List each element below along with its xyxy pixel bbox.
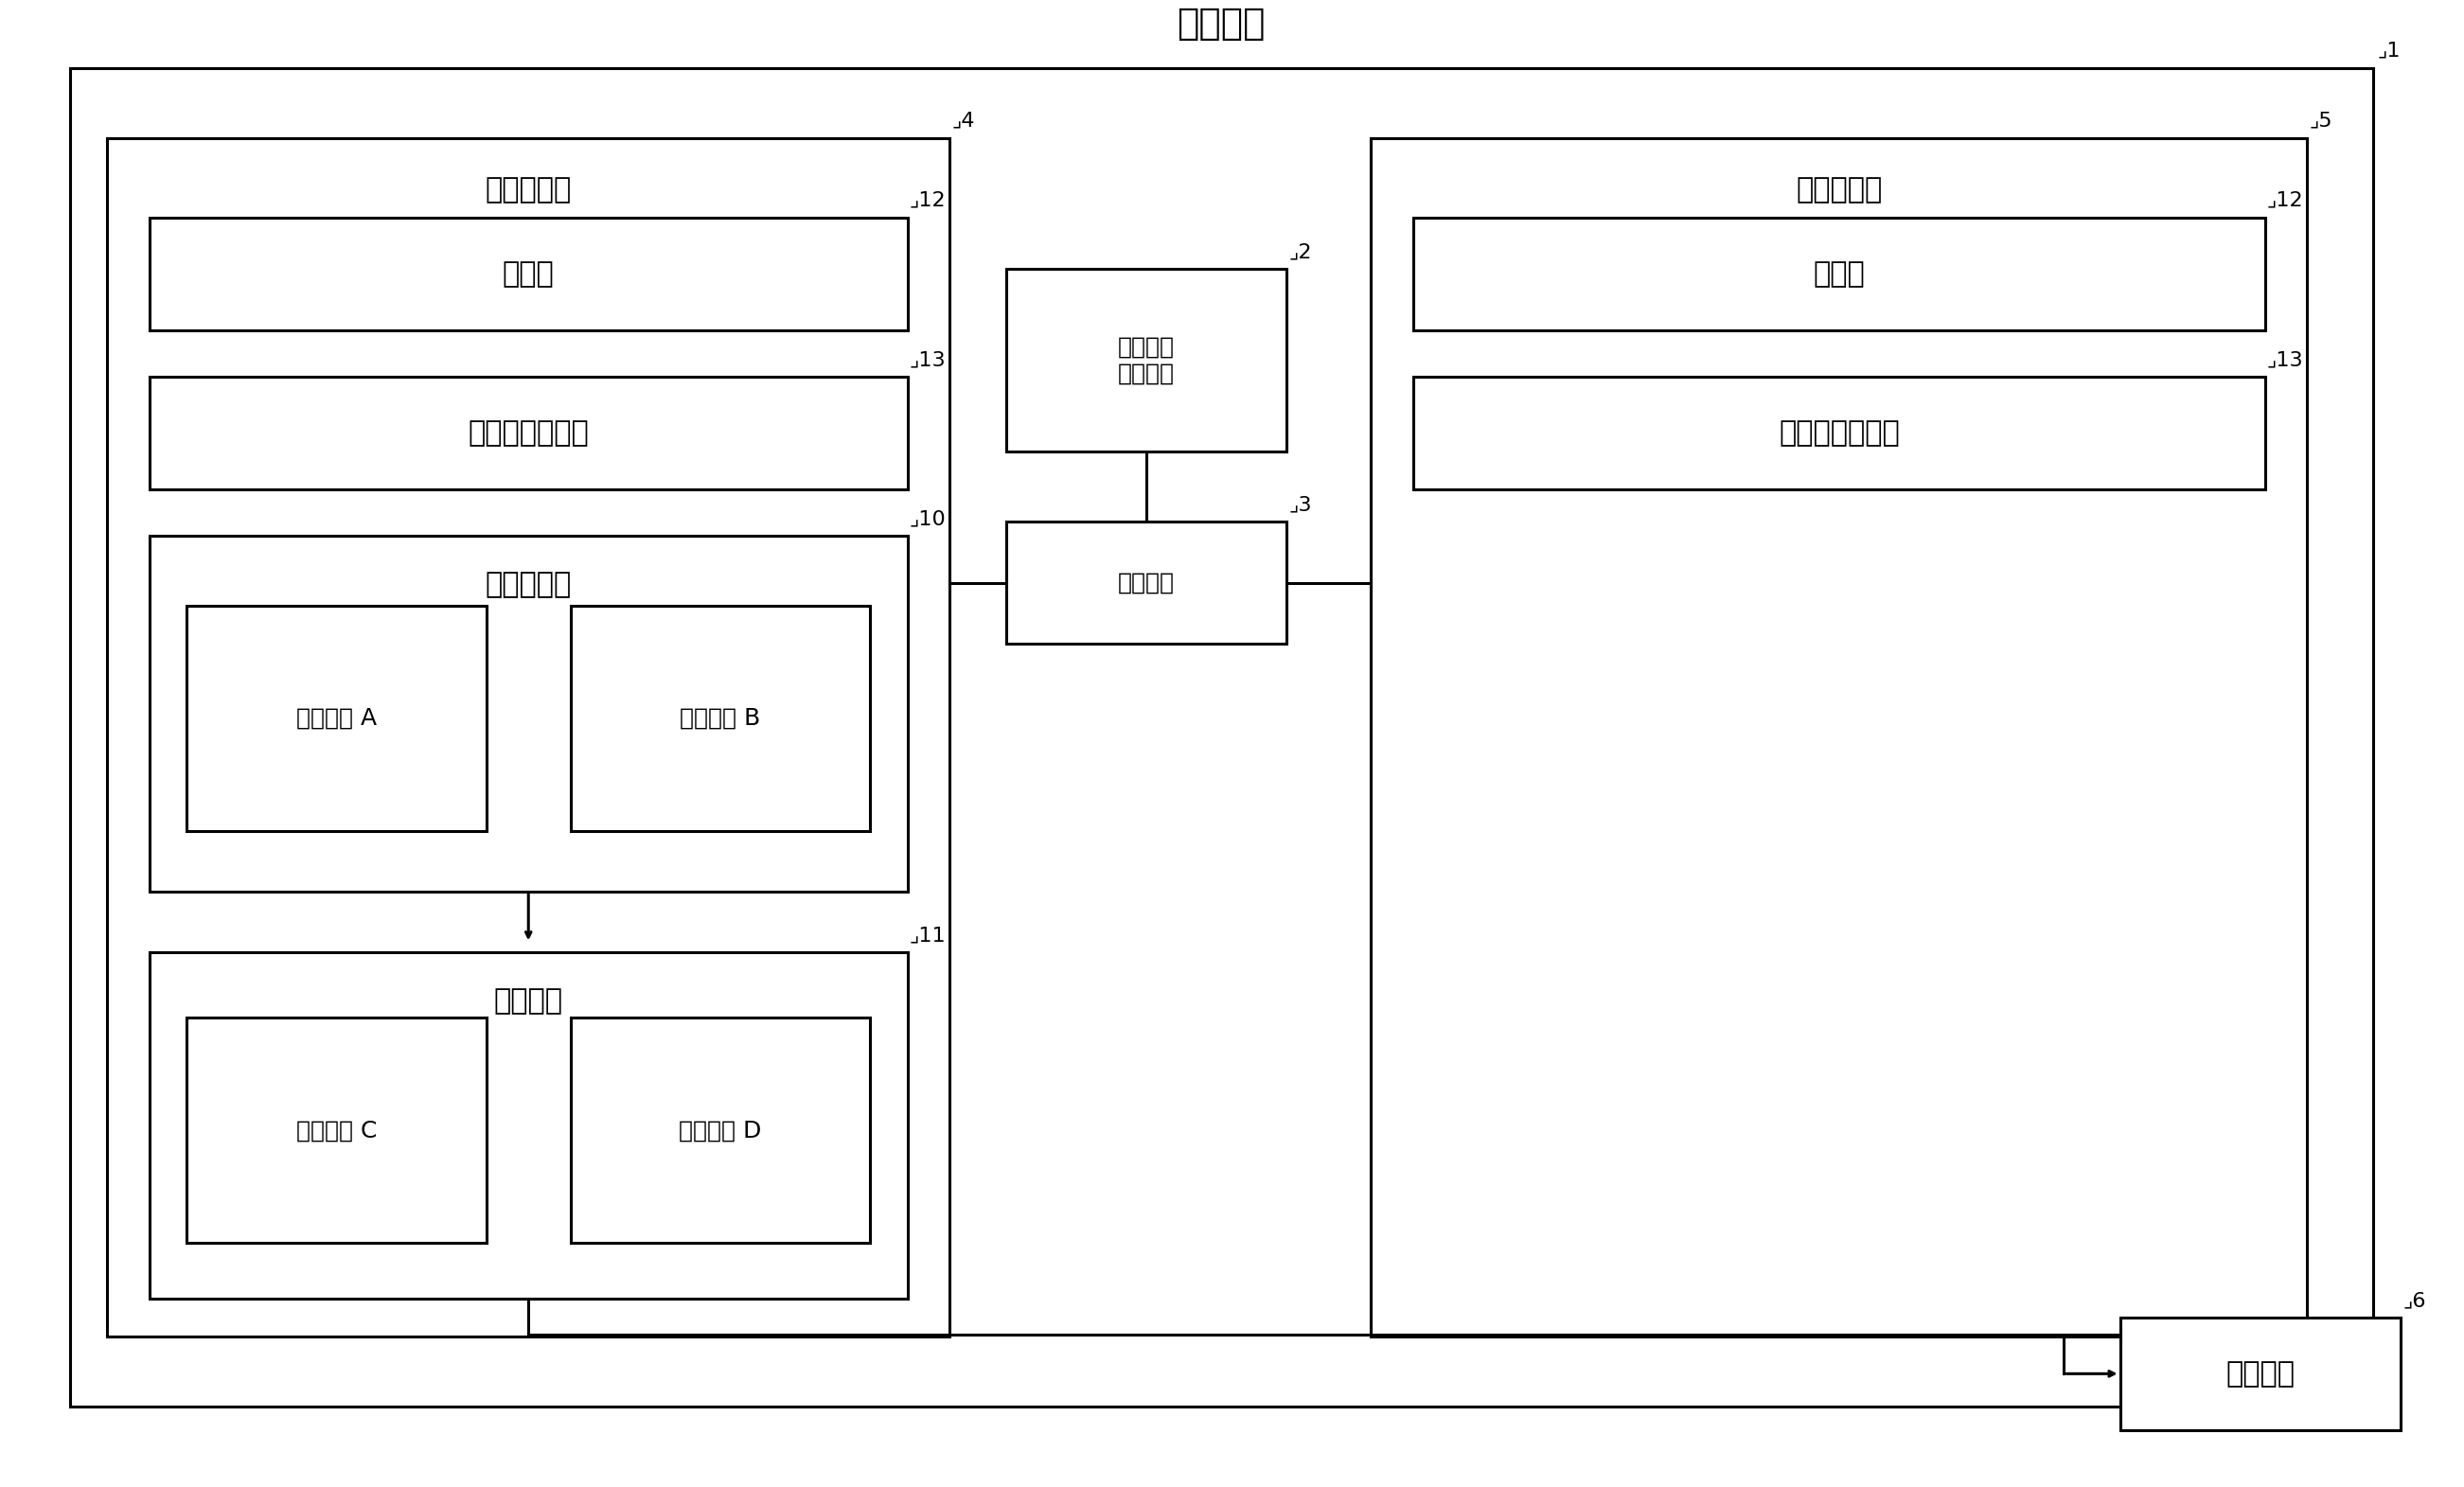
Text: ⌟5: ⌟5 bbox=[2309, 112, 2333, 131]
FancyBboxPatch shape bbox=[69, 68, 2373, 1407]
Text: ⌟1: ⌟1 bbox=[2378, 42, 2400, 61]
FancyBboxPatch shape bbox=[572, 1019, 870, 1243]
Text: 处理时间推定部: 处理时间推定部 bbox=[1779, 419, 1900, 446]
FancyBboxPatch shape bbox=[1370, 138, 2306, 1337]
FancyBboxPatch shape bbox=[150, 376, 907, 489]
Text: ⌟6: ⌟6 bbox=[2402, 1291, 2427, 1310]
Text: 任务分配
变更装置: 任务分配 变更装置 bbox=[1119, 336, 1175, 385]
Text: 测定部: 测定部 bbox=[1814, 260, 1865, 287]
FancyBboxPatch shape bbox=[150, 953, 907, 1298]
Text: 处理时间推定部: 处理时间推定部 bbox=[468, 419, 589, 446]
FancyBboxPatch shape bbox=[187, 607, 485, 831]
Text: ⌟12: ⌟12 bbox=[909, 192, 946, 210]
FancyBboxPatch shape bbox=[1414, 217, 2264, 330]
Text: 测定部: 测定部 bbox=[503, 260, 554, 287]
Text: 轴控制部: 轴控制部 bbox=[493, 987, 562, 1014]
Text: 软件任务 A: 软件任务 A bbox=[296, 706, 377, 730]
FancyBboxPatch shape bbox=[187, 1019, 485, 1243]
Text: ⌟13: ⌟13 bbox=[909, 351, 946, 369]
Text: 控制对象: 控制对象 bbox=[2225, 1361, 2294, 1387]
Text: 数控系统: 数控系统 bbox=[1178, 6, 1266, 42]
Text: ⌟3: ⌟3 bbox=[1289, 495, 1311, 515]
Text: 第２运算部: 第２运算部 bbox=[1796, 175, 1882, 204]
Text: 软件任务 C: 软件任务 C bbox=[296, 1118, 377, 1142]
Text: 数控处理部: 数控处理部 bbox=[485, 571, 572, 598]
FancyBboxPatch shape bbox=[150, 217, 907, 330]
FancyBboxPatch shape bbox=[106, 138, 949, 1337]
FancyBboxPatch shape bbox=[2119, 1317, 2400, 1430]
FancyBboxPatch shape bbox=[150, 535, 907, 892]
FancyBboxPatch shape bbox=[572, 607, 870, 831]
FancyBboxPatch shape bbox=[1005, 269, 1286, 452]
Text: ⌟10: ⌟10 bbox=[909, 510, 946, 528]
Text: ⌟13: ⌟13 bbox=[2267, 351, 2304, 369]
Text: 第１运算部: 第１运算部 bbox=[485, 175, 572, 204]
Text: ⌟11: ⌟11 bbox=[909, 926, 946, 944]
Text: ⌟4: ⌟4 bbox=[951, 112, 976, 131]
FancyBboxPatch shape bbox=[1005, 522, 1286, 644]
Text: ⌟12: ⌟12 bbox=[2267, 192, 2304, 210]
Text: 软件任务 D: 软件任务 D bbox=[680, 1118, 761, 1142]
Text: 软件任务 B: 软件任务 B bbox=[680, 706, 761, 730]
FancyBboxPatch shape bbox=[1414, 376, 2264, 489]
Text: 通信单元: 通信单元 bbox=[1119, 571, 1175, 593]
Text: ⌟2: ⌟2 bbox=[1289, 242, 1311, 262]
